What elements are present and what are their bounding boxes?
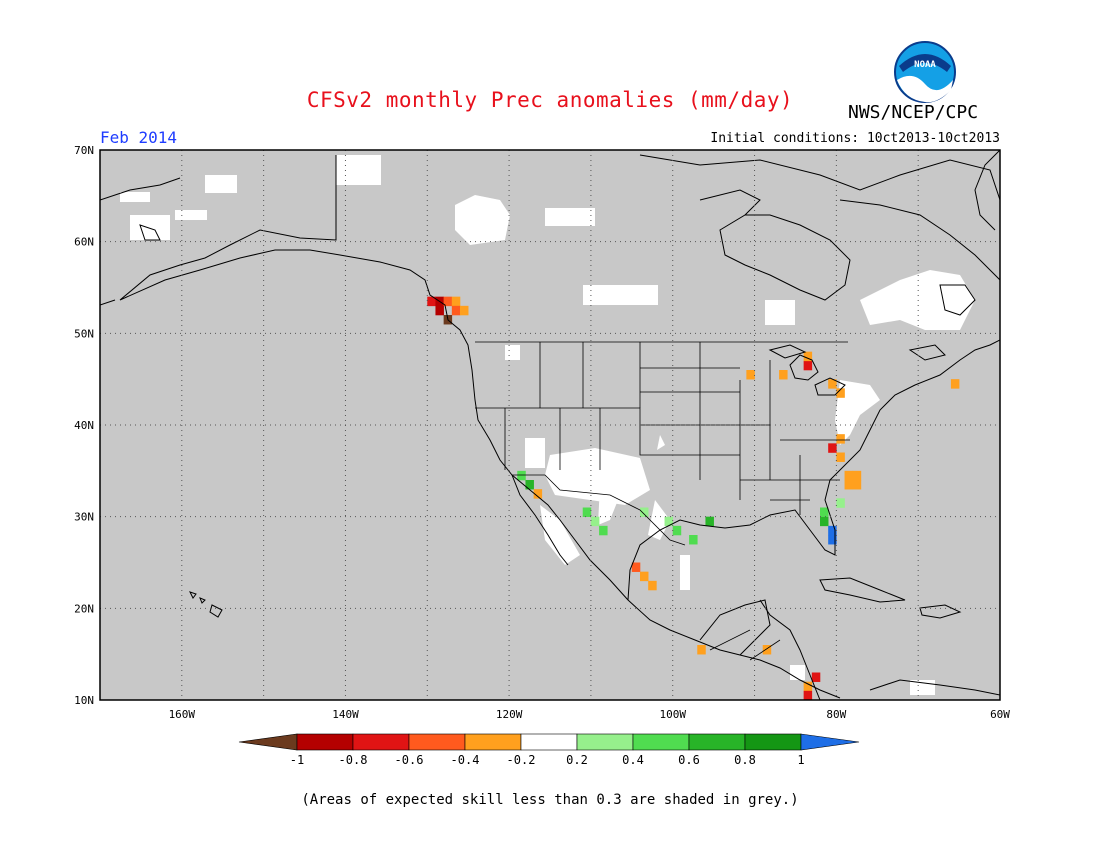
anomaly-cell xyxy=(705,516,714,527)
anomaly-cell xyxy=(590,516,600,527)
legend-arrow-low xyxy=(238,733,298,751)
lat-label: 50N xyxy=(74,327,94,340)
map-frame xyxy=(99,149,1001,701)
legend-tick-label: -1 xyxy=(290,753,304,767)
legend-tick-label: -0.4 xyxy=(451,753,480,767)
anomaly-cell xyxy=(697,645,706,655)
anomaly-cell xyxy=(746,370,755,380)
anomaly-cell xyxy=(820,507,829,517)
legend-arrow-high xyxy=(800,733,860,751)
initial-conditions: Initial conditions: 10ct2013-10ct2013 xyxy=(710,131,1000,146)
anomaly-cell xyxy=(803,690,813,700)
anomaly-cell xyxy=(451,305,461,316)
anomaly-cell xyxy=(517,470,526,481)
noaa-logo-text: NOAA xyxy=(914,60,936,70)
lat-label: 70N xyxy=(74,144,94,157)
anomaly-cell xyxy=(836,434,845,444)
legend-tick-label: 0.6 xyxy=(678,753,700,767)
anomaly-cell xyxy=(836,498,845,508)
lat-label: 60N xyxy=(74,236,94,249)
forecast-period: Feb 2014 xyxy=(100,128,178,147)
legend-tick-label: 1 xyxy=(797,753,804,767)
legend-tick-label: -0.6 xyxy=(395,753,424,767)
gridlines xyxy=(100,150,1000,700)
political-borders xyxy=(475,341,850,661)
legend-swatch xyxy=(688,733,746,751)
legend-swatch xyxy=(352,733,410,751)
anomaly-cell xyxy=(427,296,436,307)
anomaly-cell xyxy=(828,525,837,536)
legend-swatch xyxy=(464,733,522,751)
legend-swatch xyxy=(576,733,634,751)
anomaly-cell xyxy=(664,516,674,527)
anomaly-cell xyxy=(460,305,469,316)
lat-label: 30N xyxy=(74,511,94,524)
anomaly-cell xyxy=(672,525,682,536)
lat-label: 40N xyxy=(74,419,94,432)
anomaly-cell xyxy=(844,470,854,481)
anomaly-cell xyxy=(640,507,649,517)
anomaly-cell xyxy=(443,296,453,307)
anomaly-cell xyxy=(803,681,813,692)
legend-swatch xyxy=(520,733,578,751)
anomaly-cell xyxy=(533,489,543,499)
anomaly-cell xyxy=(852,480,862,490)
lat-label: 20N xyxy=(74,602,94,615)
anomaly-cell xyxy=(828,379,837,389)
anomaly-cell xyxy=(451,296,461,307)
latitude-labels: 70N 60N 50N 40N 30N 20N 10N xyxy=(74,144,94,707)
anomaly-cell xyxy=(435,305,444,316)
anomaly-cell xyxy=(803,351,813,362)
lon-label: 160W xyxy=(169,708,196,721)
legend-tick-label: 0.4 xyxy=(622,753,644,767)
legend-tick-label: -0.8 xyxy=(339,753,368,767)
anomaly-cell xyxy=(599,525,608,536)
anomaly-cell xyxy=(631,562,641,572)
anomaly-cell xyxy=(836,388,845,398)
legend-swatch xyxy=(744,733,802,751)
lon-label: 120W xyxy=(496,708,523,721)
legend-tick-label: 0.2 xyxy=(566,753,588,767)
anomaly-cell xyxy=(1000,297,1008,306)
skill-footnote: (Areas of expected skill less than 0.3 a… xyxy=(301,792,799,808)
legend-swatch xyxy=(632,733,690,751)
anomaly-cell xyxy=(820,516,829,527)
anomaly-cell xyxy=(582,507,592,517)
anomaly-cell xyxy=(779,370,788,380)
lon-label: 80W xyxy=(826,708,846,721)
anomaly-cell xyxy=(852,470,862,481)
anomaly-cell xyxy=(828,443,837,453)
anomaly-cell xyxy=(811,672,821,682)
chart-title: CFSv2 monthly Prec anomalies (mm/day) xyxy=(306,88,794,112)
noaa-logo: NOAA xyxy=(894,41,956,103)
legend-swatch xyxy=(296,733,354,751)
lat-label: 10N xyxy=(74,694,94,707)
anomaly-cell xyxy=(836,452,845,462)
legend-tick-label: 0.8 xyxy=(734,753,756,767)
legend-tick-label: -0.2 xyxy=(507,753,536,767)
anomaly-cell xyxy=(640,571,649,582)
lon-label: 100W xyxy=(659,708,686,721)
anomaly-cell xyxy=(950,379,960,389)
longitude-labels: 160W 140W 120W 100W 80W 60W xyxy=(169,708,1011,721)
anomaly-cell xyxy=(803,360,813,371)
anomaly-cell xyxy=(762,645,772,655)
lon-label: 60W xyxy=(990,708,1010,721)
anomaly-cell xyxy=(648,580,657,591)
anomaly-cell xyxy=(689,535,698,545)
legend-tick-labels: -1 -0.8 -0.6 -0.4 -0.2 0.2 0.4 0.6 0.8 1 xyxy=(290,753,805,767)
legend-swatch xyxy=(408,733,466,751)
anomaly-cell xyxy=(828,535,837,545)
lon-label: 140W xyxy=(332,708,359,721)
color-legend xyxy=(238,733,860,751)
agency-label: NWS/NCEP/CPC xyxy=(848,102,979,123)
anomaly-cell xyxy=(844,480,854,490)
anomaly-cell xyxy=(525,480,534,490)
